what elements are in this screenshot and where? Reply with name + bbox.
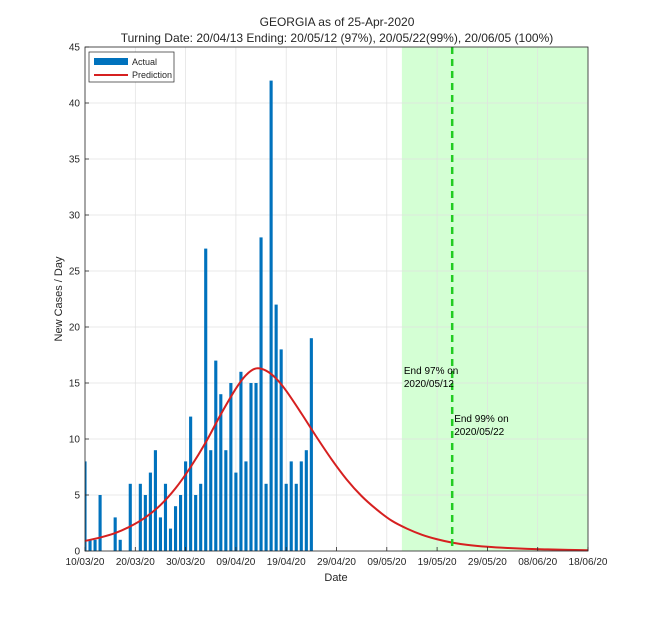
y-tick-label: 0 [74,547,80,558]
actual-bar [214,360,218,551]
legend-box [88,51,175,83]
actual-bar [85,461,87,551]
actual-bar [304,450,308,551]
y-tick-label: 10 [69,435,81,446]
x-axis-ticks: 10/03/20 20/03/20 30/03/20 09/04/20 19/04/20… [66,547,608,568]
y-tick-label: 15 [69,379,81,390]
actual-bar [153,450,157,551]
actual-bar [274,304,278,551]
x-tick-label: 09/05/20 [367,557,406,568]
x-tick-label: 30/03/20 [166,557,205,568]
actual-bars [85,80,313,551]
actual-bar [138,483,142,551]
y-tick-label: 20 [69,323,81,334]
x-tick-label: 29/05/20 [468,557,507,568]
x-tick-label: 09/04/20 [216,557,255,568]
actual-bar [234,472,238,551]
x-tick-label: 20/03/20 [116,557,155,568]
annotation-99: End 99% on 2020/05/22 [454,414,511,438]
actual-bar [284,483,288,551]
actual-bar [269,80,273,551]
annotation-99-line-2: 2020/05/22 [454,427,504,438]
actual-bar [184,461,188,551]
y-tick-label: 5 [74,491,80,502]
actual-bar [148,472,152,551]
actual-bar [88,539,92,551]
actual-bar [254,383,258,551]
actual-bar [279,349,283,551]
projection-shaded-region [401,47,588,551]
actual-bar [113,517,117,551]
legend-actual-label: Actual [132,57,157,67]
legend: Actual Prediction [88,51,175,83]
actual-bar [209,450,213,551]
legend-actual-swatch [94,58,128,65]
y-axis-label: New Cases / Day [53,256,65,341]
annotation-99-line-1: End 99% on [454,414,509,425]
x-tick-label: 18/06/20 [569,557,608,568]
y-axis-ticks: 0 5 10 15 20 25 30 35 40 45 [69,43,89,558]
actual-bar [128,483,132,551]
prediction-line [84,367,589,552]
y-tick-label: 45 [69,43,81,54]
actual-bar [189,416,193,551]
annotation-97-line-1: End 97% on [404,366,459,377]
actual-bar [264,483,268,551]
actual-bar [194,495,198,551]
x-tick-label: 19/04/20 [267,557,306,568]
actual-bar [289,461,293,551]
actual-bar [158,517,163,551]
y-tick-label: 35 [69,155,81,166]
actual-bar [309,338,313,551]
actual-bar [219,394,223,551]
annotation-97: End 97% on 2020/05/12 [404,366,461,390]
actual-bar [118,539,122,551]
actual-bar [259,237,263,551]
x-tick-label: 10/03/20 [66,557,105,568]
chart-title: GEORGIA as of 25-Apr-2020 [260,15,415,29]
x-tick-label: 29/04/20 [317,557,356,568]
actual-bar [299,461,303,551]
actual-bar [173,506,178,551]
chart-subtitle: Turning Date: 20/04/13 Ending: 20/05/12 … [121,31,554,45]
x-axis-label: Date [324,572,347,584]
annotation-97-line-2: 2020/05/12 [404,379,454,390]
x-tick-label: 08/06/20 [518,557,557,568]
actual-bar [239,371,243,551]
actual-bar [168,528,173,551]
actual-bar [204,248,208,551]
y-tick-label: 40 [69,99,81,110]
actual-bar [199,483,203,551]
actual-bar [224,450,228,551]
actual-bar [229,383,233,551]
y-tick-label: 30 [69,211,81,222]
actual-bar [93,539,97,551]
actual-bar [249,383,253,551]
actual-bar [244,461,248,551]
actual-bar [143,495,147,551]
actual-bar [294,483,298,551]
actual-bar [98,495,102,551]
actual-bar [163,483,168,551]
y-tick-label: 25 [69,267,81,278]
actual-bar [179,495,183,551]
legend-prediction-label: Prediction [132,70,172,80]
x-tick-label: 19/05/20 [418,557,457,568]
